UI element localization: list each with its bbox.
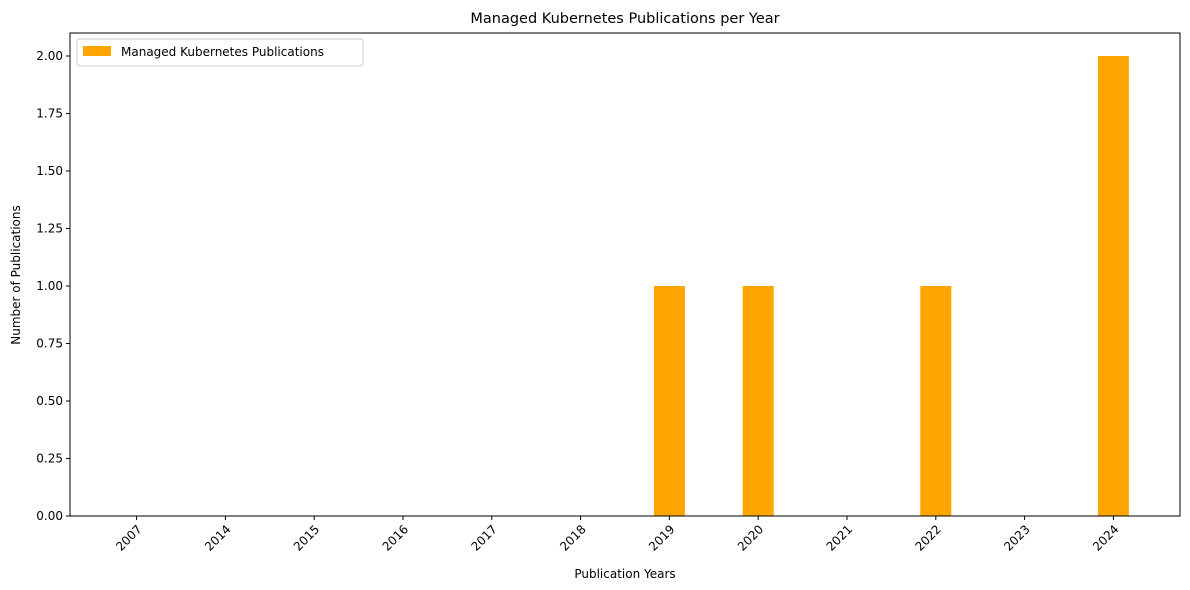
plot-frame (69, 32, 1181, 517)
y-tick-label: 0.50 (36, 394, 63, 408)
x-tick-label: 2022 (912, 522, 943, 553)
y-tick-label: 1.00 (36, 279, 63, 293)
chart-title: Managed Kubernetes Publications per Year (470, 11, 779, 27)
legend-frame (76, 38, 364, 67)
y-tick-label: 0.75 (36, 337, 63, 351)
y-tick-label: 1.75 (36, 107, 63, 121)
x-tick-label: 2024 (1090, 522, 1121, 553)
y-tick-label: 0.25 (36, 452, 63, 466)
x-tick-label: 2019 (646, 522, 677, 553)
x-tick-label: 2017 (468, 522, 499, 553)
x-axis: 2007 2014 2015 2016 2017 2018 2019 2020 2021 2022… (113, 516, 1122, 554)
y-axis: 0.00 0.25 0.50 0.75 1.00 1.25 1.50 1.75 2.00 (36, 49, 70, 523)
y-tick-label: 2.00 (36, 49, 63, 63)
y-tick-label: 1.25 (36, 222, 63, 236)
x-tick-label: 2023 (1001, 522, 1032, 553)
x-tick-label: 2016 (380, 522, 411, 553)
legend: Managed Kubernetes Publications (76, 38, 364, 67)
y-axis-label: Number of Publications (9, 205, 23, 345)
legend-swatch (83, 46, 111, 56)
x-tick-label: 2015 (291, 522, 322, 553)
bar-2022 (920, 286, 952, 516)
x-axis-label: Publication Years (574, 567, 675, 581)
y-tick-label: 0.00 (36, 509, 63, 523)
bars-group (653, 56, 1129, 516)
bar-2019 (653, 286, 685, 516)
x-tick-label: 2018 (557, 522, 588, 553)
bar-2020 (742, 286, 774, 516)
x-tick-label: 2020 (735, 522, 766, 553)
bar-2024 (1097, 56, 1129, 516)
x-tick-label: 2014 (202, 522, 233, 553)
x-tick-label: 2021 (824, 522, 855, 553)
x-tick-label: 2007 (113, 522, 144, 553)
y-tick-label: 1.50 (36, 164, 63, 178)
legend-entry-label: Managed Kubernetes Publications (121, 45, 324, 59)
